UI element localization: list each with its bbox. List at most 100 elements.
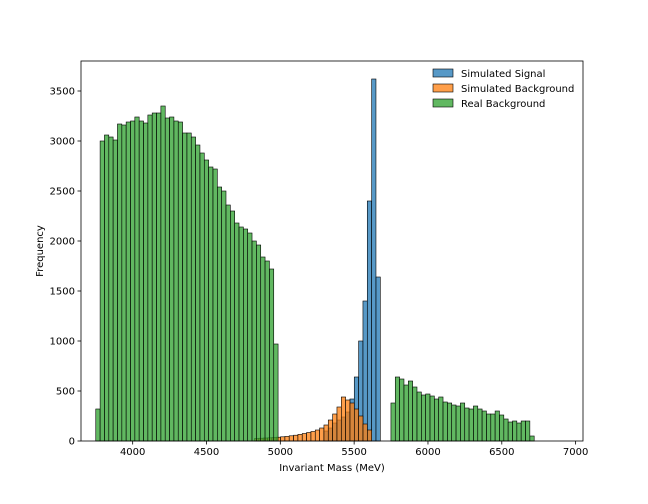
bar: [434, 398, 439, 442]
y-tick-label: 2500: [50, 187, 75, 198]
bar: [95, 408, 101, 442]
bar: [160, 105, 166, 442]
bar: [481, 410, 487, 442]
bar: [366, 200, 372, 442]
bar: [104, 134, 110, 442]
y-tick-label: 0: [69, 437, 75, 448]
bar: [182, 132, 188, 442]
bar: [186, 132, 192, 442]
bar: [375, 276, 381, 442]
bar: [112, 139, 118, 442]
y-tick-label: 3000: [50, 137, 75, 148]
bar: [358, 415, 364, 442]
legend-swatch: [432, 83, 454, 93]
bar: [134, 116, 140, 442]
bar: [455, 405, 461, 442]
bar: [336, 406, 342, 442]
bar: [301, 433, 307, 442]
bar: [438, 396, 444, 442]
bar: [230, 210, 235, 442]
bar: [464, 407, 470, 442]
bar: [362, 300, 368, 442]
legend-item: Simulated Signal: [432, 68, 545, 80]
bar: [499, 414, 505, 442]
legend: Simulated Signal Simulated Background Real…: [432, 68, 574, 110]
bar: [332, 413, 338, 442]
bar: [503, 418, 509, 442]
bar: [367, 429, 372, 442]
bar: [169, 116, 175, 442]
bar: [143, 122, 149, 442]
bar: [425, 393, 431, 442]
series-0: [323, 78, 381, 442]
bar: [354, 408, 359, 442]
bar: [516, 422, 522, 442]
bar: [371, 78, 377, 442]
bar: [512, 420, 518, 442]
y-tick-label: 500: [56, 387, 75, 398]
bar: [349, 402, 355, 442]
series-2: [95, 105, 535, 442]
histogram-bars: [95, 78, 535, 442]
bar: [247, 232, 253, 442]
bar: [362, 423, 368, 442]
bar: [421, 394, 426, 442]
bar: [234, 222, 240, 442]
x-tick-label: 4000: [120, 447, 145, 458]
x-tick-label: 4500: [194, 447, 219, 458]
bar: [284, 436, 290, 442]
bar: [195, 144, 201, 442]
x-tick-label: 5500: [341, 447, 366, 458]
bar: [525, 420, 531, 442]
bar: [225, 204, 231, 442]
bar: [130, 120, 136, 442]
bar: [251, 240, 257, 442]
bar: [217, 186, 222, 442]
bar: [280, 436, 286, 442]
bar: [190, 136, 196, 442]
bar: [319, 427, 325, 442]
bar: [390, 402, 396, 442]
bar: [507, 421, 513, 442]
legend-label: Simulated Signal: [461, 69, 545, 80]
bar: [486, 413, 492, 442]
bar: [403, 384, 409, 442]
bar: [173, 120, 179, 442]
bar: [125, 121, 131, 442]
bar: [468, 408, 474, 442]
bar: [529, 435, 535, 442]
bar: [151, 112, 157, 442]
bar: [264, 260, 270, 442]
bar: [99, 140, 105, 442]
bar: [477, 408, 483, 442]
bar: [164, 117, 170, 442]
bar: [429, 395, 435, 442]
bar: [494, 410, 500, 442]
bar: [243, 228, 248, 442]
bar: [345, 399, 351, 442]
y-axis-label: Frequency: [35, 225, 46, 277]
plot-frame: [80, 60, 584, 442]
x-axis-label: Invariant Mass (MeV): [279, 463, 385, 474]
bar: [147, 114, 153, 442]
bar: [177, 121, 183, 442]
bar: [399, 378, 405, 442]
bar: [212, 168, 218, 442]
x-tick-label: 5000: [268, 447, 293, 458]
y-axis: 0 500 1000 1500 2000 2500 3000 3500: [50, 87, 81, 448]
y-tick-label: 3500: [50, 87, 75, 98]
bar: [156, 112, 162, 442]
bar: [460, 402, 466, 442]
bar: [273, 343, 279, 442]
y-tick-label: 1500: [50, 287, 75, 298]
bar: [306, 432, 312, 442]
legend-label: Real Background: [461, 99, 545, 110]
x-tick-label: 7000: [563, 447, 588, 458]
x-axis: 4000 4500 5000 5500 6000 6500 7000: [120, 441, 588, 458]
bar: [314, 429, 320, 442]
y-tick-label: 1000: [50, 337, 75, 348]
bar: [490, 413, 496, 442]
bar: [238, 226, 244, 442]
bar: [121, 124, 127, 442]
